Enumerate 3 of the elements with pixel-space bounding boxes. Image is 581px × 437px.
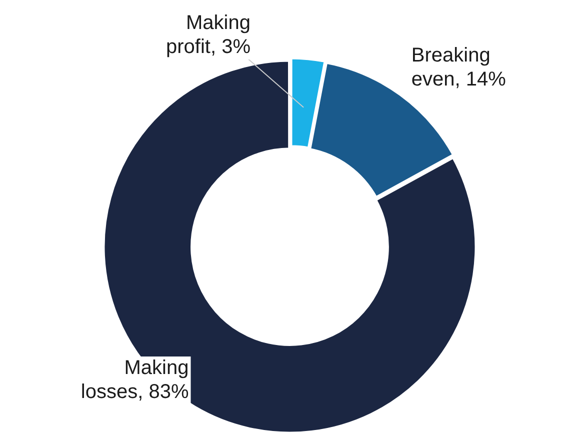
slice-label: Breaking even, 14% [411,44,506,90]
slice-label: Making profit, 3% [166,12,251,58]
slice-label: Making losses, 83% [80,357,189,404]
